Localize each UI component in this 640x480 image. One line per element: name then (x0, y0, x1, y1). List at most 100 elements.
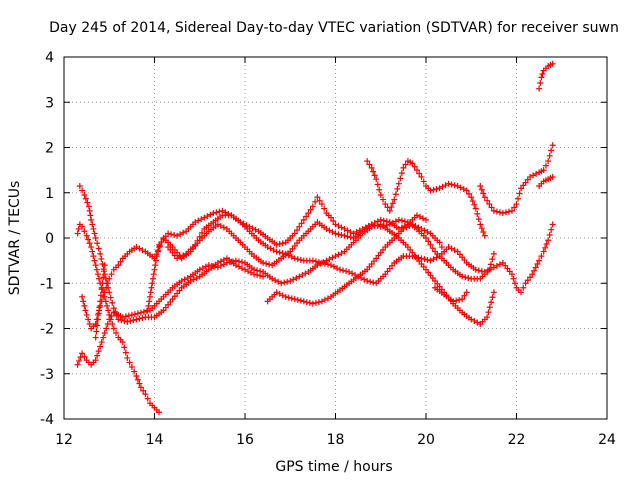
data-point (380, 196, 387, 203)
data-point (532, 264, 539, 271)
data-point (524, 277, 531, 284)
data-point (79, 223, 86, 230)
data-point (95, 245, 102, 252)
data-point (96, 275, 103, 282)
data-point (82, 307, 89, 314)
data-point (312, 299, 319, 306)
data-point (108, 271, 115, 278)
series-track-f (156, 207, 556, 296)
data-point (402, 161, 409, 168)
data-point (451, 247, 458, 254)
data-point (334, 265, 341, 272)
data-point (104, 280, 111, 287)
data-point (540, 167, 547, 174)
data-point (474, 210, 481, 217)
data-point (300, 216, 307, 223)
data-point (465, 274, 472, 281)
data-point (275, 278, 282, 285)
data-point (423, 235, 429, 241)
data-point (150, 271, 157, 278)
series-track-i (477, 142, 556, 217)
data-point (409, 221, 416, 228)
data-point (270, 247, 277, 254)
data-point (392, 191, 399, 198)
data-point (461, 292, 468, 299)
data-point (97, 298, 104, 305)
data-point (92, 334, 99, 341)
data-point (409, 253, 416, 260)
y-tick-label: 1 (45, 186, 54, 202)
y-tick-label: -2 (40, 322, 54, 338)
data-point (430, 256, 437, 263)
data-point (294, 227, 301, 234)
series-track-l (536, 60, 556, 92)
data-point (260, 259, 267, 266)
data-point (513, 201, 520, 208)
data-point (388, 204, 395, 211)
data-point (427, 241, 434, 248)
data-point (508, 271, 515, 278)
data-point (370, 168, 377, 175)
data-point (97, 250, 104, 257)
data-point (93, 266, 100, 273)
data-point (251, 266, 258, 273)
data-point (362, 224, 369, 231)
data-point (79, 187, 86, 194)
data-point (309, 203, 316, 210)
data-point (89, 221, 96, 228)
data-point (394, 185, 401, 192)
data-point (279, 250, 286, 257)
data-point (285, 294, 292, 301)
x-axis-label: GPS time / hours (275, 459, 392, 475)
data-point (288, 295, 295, 302)
data-point (94, 352, 101, 359)
grid (64, 57, 607, 419)
data-point (284, 278, 291, 285)
data-point (252, 226, 259, 233)
data-point (115, 262, 122, 269)
data-point (152, 262, 159, 269)
data-point (502, 209, 509, 216)
x-tick-label: 20 (417, 432, 435, 448)
data-point (196, 266, 203, 273)
data-point (190, 276, 197, 283)
data-point (222, 209, 229, 216)
data-point (168, 231, 175, 238)
data-point (418, 225, 425, 232)
data-point (276, 241, 283, 248)
data-point (326, 227, 333, 234)
series-track-n (144, 244, 163, 314)
data-point (540, 248, 547, 255)
data-point (520, 284, 527, 291)
data-point (510, 275, 517, 282)
data-point (147, 289, 154, 296)
data-point (538, 74, 545, 81)
data-point (463, 187, 470, 194)
data-point (315, 259, 322, 266)
data-point (315, 299, 322, 306)
data-point (257, 268, 264, 275)
data-point (148, 284, 155, 291)
data-point (83, 311, 90, 318)
data-point (371, 172, 378, 179)
data-point (90, 225, 97, 232)
data-point (85, 316, 92, 323)
data-point (377, 192, 384, 199)
data-point (499, 210, 506, 217)
data-point (359, 225, 366, 232)
data-point (488, 299, 495, 306)
data-point (472, 205, 479, 212)
data-point (316, 197, 323, 204)
data-point (92, 262, 99, 269)
data-point (122, 313, 129, 320)
series-track-j (536, 173, 556, 189)
data-point (226, 259, 233, 266)
data-point (305, 210, 312, 217)
data-point (484, 314, 491, 321)
data-point (92, 235, 99, 241)
data-point (480, 228, 487, 235)
data-point (400, 225, 407, 232)
data-point (113, 330, 120, 337)
data-point (471, 317, 478, 324)
data-point (136, 380, 143, 387)
